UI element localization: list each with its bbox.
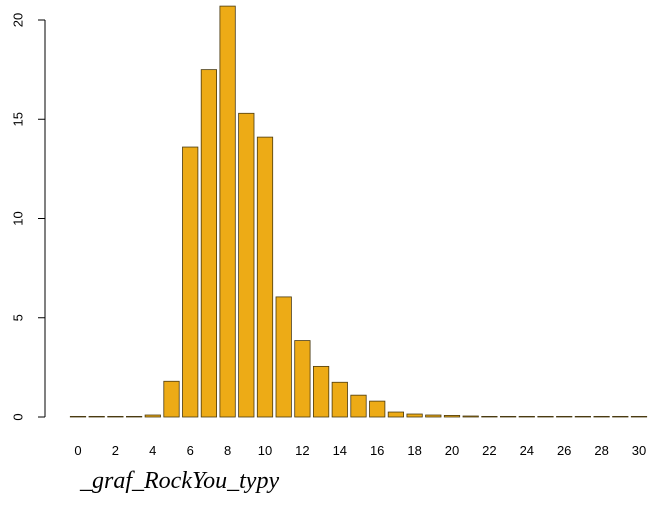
bar-19 [425, 414, 442, 418]
x-tick-label: 8 [224, 443, 231, 458]
x-tick-label: 24 [520, 443, 534, 458]
bar-30 [630, 415, 648, 418]
x-tick-label: 4 [149, 443, 156, 458]
x-tick-label: 30 [632, 443, 646, 458]
bar-28 [593, 415, 610, 418]
x-tick-label: 6 [187, 443, 194, 458]
bar-3 [126, 415, 143, 418]
x-tick-label: 16 [370, 443, 384, 458]
x-tick-label: 26 [557, 443, 571, 458]
bar-21 [462, 415, 479, 418]
bar-18 [406, 413, 423, 418]
bar-7 [200, 69, 217, 418]
bar-12 [294, 340, 311, 418]
x-tick-label: 10 [258, 443, 272, 458]
bar-26 [556, 415, 573, 418]
bar-2 [107, 415, 124, 418]
bar-24 [518, 415, 535, 418]
bar-4 [144, 414, 161, 418]
bar-20 [443, 415, 461, 418]
bar-17 [387, 411, 405, 418]
bar-9 [238, 112, 255, 418]
x-tick-label: 2 [112, 443, 119, 458]
bar-6 [182, 146, 199, 418]
bar-0 [69, 415, 87, 418]
x-tick-label: 18 [407, 443, 421, 458]
bar-23 [499, 415, 517, 418]
y-tick-label: 10 [11, 211, 26, 225]
bar-5 [163, 380, 180, 418]
figure-caption: _graf_RockYou_typy [80, 468, 280, 494]
bar-16 [369, 400, 386, 418]
bar-11 [275, 296, 292, 418]
bar-14 [331, 381, 348, 418]
x-tick-label: 14 [333, 443, 347, 458]
x-axis-labels: 0 2 4 6 8 10 12 14 16 18 20 22 24 26 28 30 [74, 443, 646, 458]
bar-10 [256, 136, 274, 418]
bar-15 [350, 394, 367, 418]
bar-13 [312, 365, 330, 418]
y-tick-label: 5 [11, 314, 26, 321]
y-tick-label: 20 [11, 13, 26, 27]
y-tick-label: 0 [11, 413, 26, 420]
bar-22 [481, 415, 498, 418]
x-tick-label: 12 [295, 443, 309, 458]
bar-29 [612, 415, 629, 418]
x-tick-label: 22 [482, 443, 496, 458]
y-axis: 0 5 10 15 20 [11, 13, 46, 421]
bars [69, 5, 648, 418]
y-tick-label: 15 [11, 112, 26, 126]
bar-8 [219, 5, 236, 418]
x-tick-label: 28 [594, 443, 608, 458]
bar-27 [574, 415, 592, 418]
bar-25 [537, 415, 554, 418]
x-tick-label: 0 [74, 443, 81, 458]
x-tick-label: 20 [445, 443, 459, 458]
bar-1 [88, 415, 105, 418]
